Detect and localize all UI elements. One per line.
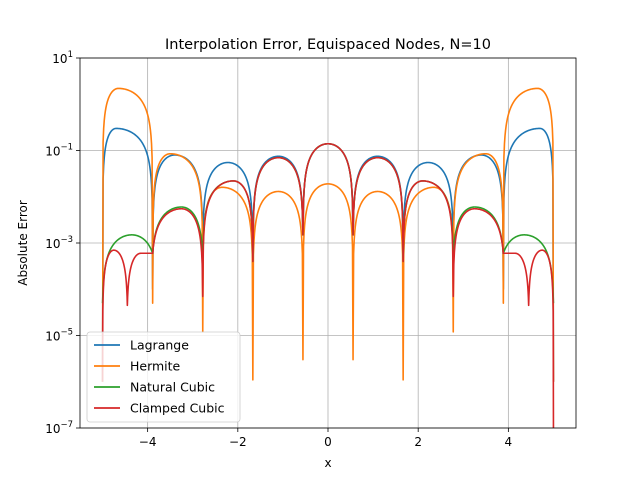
y-tick-label: 10−7 <box>45 420 73 436</box>
legend-label: Natural Cubic <box>130 380 215 395</box>
legend-label: Clamped Cubic <box>130 401 225 416</box>
legend-box <box>86 331 241 423</box>
y-axis-label: Absolute Error <box>16 200 30 286</box>
y-axis-ticks: 10−7 10−5 10−3 10−1 101 <box>45 50 80 436</box>
y-tick-label: 10−3 <box>45 235 73 251</box>
chart-title: Interpolation Error, Equispaced Nodes, N… <box>165 37 491 53</box>
x-tick-label: −2 <box>229 435 247 449</box>
y-tick-label: 10−5 <box>45 328 73 344</box>
series-group <box>101 87 555 428</box>
series-line-hermite <box>101 87 555 382</box>
x-tick-label: 0 <box>324 435 332 449</box>
y-tick-label: 10−1 <box>45 143 73 159</box>
x-tick-label: 2 <box>414 435 422 449</box>
x-axis-label: x <box>324 456 331 470</box>
x-tick-label: 4 <box>505 435 513 449</box>
x-axis-ticks: −4 −2 0 2 4 <box>139 428 512 449</box>
legend: Lagrange Hermite Natural Cubic Clamped Cubi… <box>86 331 241 423</box>
legend-label: Lagrange <box>130 338 189 353</box>
series-line-clamped-cubic <box>101 142 555 428</box>
y-tick-label: 101 <box>52 50 73 66</box>
legend-label: Hermite <box>130 359 181 374</box>
x-tick-label: −4 <box>139 435 157 449</box>
